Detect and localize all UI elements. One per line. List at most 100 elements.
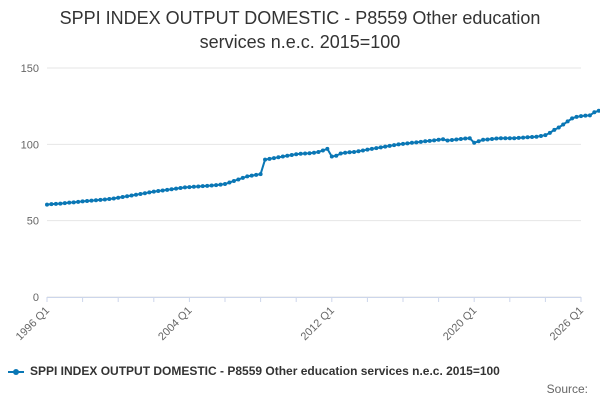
data-point[interactable] — [498, 136, 503, 141]
data-point[interactable] — [182, 185, 187, 190]
data-point[interactable] — [98, 197, 103, 202]
data-point[interactable] — [494, 136, 499, 141]
data-point[interactable] — [120, 195, 125, 199]
data-point[interactable] — [280, 154, 285, 159]
data-point[interactable] — [58, 201, 63, 206]
data-point[interactable] — [147, 190, 152, 195]
data-point[interactable] — [129, 193, 134, 198]
data-point[interactable] — [365, 147, 370, 152]
data-point[interactable] — [49, 202, 54, 207]
data-point[interactable] — [481, 137, 486, 142]
data-point[interactable] — [427, 138, 432, 143]
data-point[interactable] — [574, 114, 579, 119]
data-point[interactable] — [307, 151, 312, 156]
data-point[interactable] — [334, 153, 339, 158]
data-point[interactable] — [218, 182, 223, 187]
data-point[interactable] — [67, 200, 72, 205]
data-point[interactable] — [383, 144, 388, 149]
data-point[interactable] — [196, 184, 201, 189]
data-point[interactable] — [303, 151, 308, 156]
data-point[interactable] — [338, 151, 343, 156]
data-point[interactable] — [476, 139, 481, 144]
data-point[interactable] — [240, 175, 245, 180]
legend[interactable]: SPPI INDEX OUTPUT DOMESTIC - P8559 Other… — [8, 364, 598, 378]
data-point[interactable] — [254, 172, 259, 177]
data-point[interactable] — [205, 183, 210, 188]
data-point[interactable] — [432, 138, 437, 143]
data-point[interactable] — [285, 153, 290, 158]
data-point[interactable] — [53, 201, 58, 206]
data-point[interactable] — [245, 174, 250, 179]
data-point[interactable] — [436, 137, 441, 142]
data-point[interactable] — [378, 145, 383, 150]
data-point[interactable] — [587, 113, 592, 118]
data-point[interactable] — [387, 143, 392, 148]
data-point[interactable] — [467, 136, 472, 141]
data-point[interactable] — [414, 140, 419, 145]
data-point[interactable] — [231, 178, 236, 183]
data-point[interactable] — [80, 199, 85, 204]
data-point[interactable] — [369, 146, 374, 151]
data-point[interactable] — [392, 143, 397, 148]
data-point[interactable] — [583, 113, 588, 118]
data-point[interactable] — [490, 136, 494, 141]
data-point[interactable] — [463, 136, 468, 141]
data-point[interactable] — [45, 202, 49, 207]
data-point[interactable] — [294, 152, 299, 157]
data-point[interactable] — [530, 135, 535, 140]
data-point[interactable] — [62, 201, 67, 206]
data-point[interactable] — [271, 156, 276, 161]
data-point[interactable] — [174, 186, 179, 191]
data-point[interactable] — [449, 138, 454, 143]
data-point[interactable] — [134, 192, 138, 197]
data-point[interactable] — [169, 187, 174, 192]
data-point[interactable] — [347, 150, 352, 155]
data-point[interactable] — [71, 200, 76, 205]
data-point[interactable] — [312, 150, 316, 155]
data-point[interactable] — [325, 146, 330, 151]
data-point[interactable] — [534, 134, 539, 139]
data-point[interactable] — [316, 149, 321, 154]
data-point[interactable] — [352, 149, 357, 154]
data-point[interactable] — [214, 183, 219, 188]
data-point[interactable] — [85, 198, 90, 203]
data-point[interactable] — [142, 191, 147, 196]
data-point[interactable] — [543, 133, 548, 138]
data-point[interactable] — [320, 148, 325, 153]
data-point[interactable] — [289, 153, 294, 158]
data-point[interactable] — [165, 187, 170, 192]
data-point[interactable] — [521, 135, 526, 140]
data-point[interactable] — [525, 135, 530, 140]
data-point[interactable] — [516, 135, 521, 140]
data-point[interactable] — [191, 184, 196, 189]
data-point[interactable] — [556, 125, 561, 130]
data-point[interactable] — [178, 186, 183, 190]
data-point[interactable] — [138, 191, 143, 196]
data-point[interactable] — [209, 183, 214, 188]
data-point[interactable] — [249, 173, 254, 178]
data-point[interactable] — [374, 146, 379, 151]
data-point[interactable] — [441, 137, 446, 142]
data-point[interactable] — [561, 122, 566, 127]
data-point[interactable] — [418, 139, 423, 144]
data-point[interactable] — [547, 130, 552, 135]
data-point[interactable] — [227, 180, 232, 185]
data-point[interactable] — [263, 157, 268, 162]
data-point[interactable] — [596, 108, 600, 113]
data-point[interactable] — [200, 184, 205, 189]
data-point[interactable] — [445, 138, 450, 143]
data-point[interactable] — [116, 195, 121, 200]
data-point[interactable] — [76, 199, 81, 204]
data-point[interactable] — [552, 127, 557, 132]
data-point[interactable] — [125, 194, 130, 199]
data-point[interactable] — [423, 139, 428, 144]
data-point[interactable] — [485, 137, 490, 142]
data-point[interactable] — [503, 136, 508, 141]
data-point[interactable] — [267, 156, 272, 161]
data-point[interactable] — [570, 116, 575, 121]
data-point[interactable] — [187, 185, 192, 190]
data-point[interactable] — [356, 149, 361, 154]
data-point[interactable] — [472, 140, 477, 145]
data-point[interactable] — [343, 150, 348, 155]
data-point[interactable] — [223, 182, 227, 187]
